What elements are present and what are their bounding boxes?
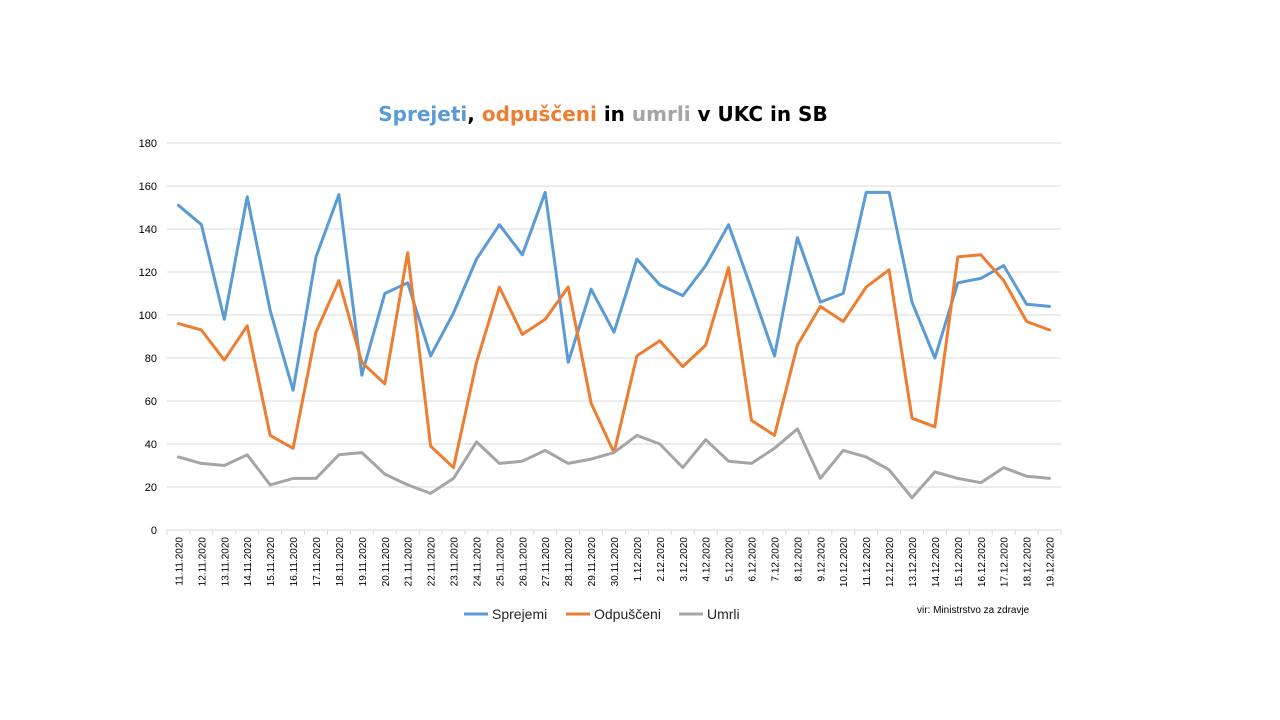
legend-label: Umrli <box>707 606 740 622</box>
x-tick-label: 10.12.2020 <box>839 537 850 587</box>
x-tick-label: 11.11.2020 <box>174 537 185 586</box>
y-axis: 0 20 40 60 80 100 120 140 160 180 <box>139 138 157 537</box>
legend-item: Umrli <box>679 606 740 622</box>
x-tick-label: 6.12.2020 <box>748 537 759 582</box>
y-tick-label: 120 <box>139 267 157 279</box>
x-tick-label: 23.11.2020 <box>450 537 461 587</box>
y-tick-label: 180 <box>139 138 157 150</box>
series-line-sprejemi <box>177 190 1051 392</box>
x-tick-label: 27.11.2020 <box>541 537 552 587</box>
x-tick-label: 5.12.2020 <box>725 537 736 582</box>
series-lines <box>177 190 1051 500</box>
x-tick-label: 3.12.2020 <box>679 537 690 582</box>
legend-item: Sprejemi <box>464 606 547 622</box>
x-tick-label: 13.11.2020 <box>220 537 231 587</box>
title-part: odpuščeni <box>482 102 597 126</box>
y-tick-label: 160 <box>139 181 157 193</box>
source-note: vir: Ministrstvo za zdravje <box>917 605 1030 616</box>
series-line-odpu-eni <box>177 251 1051 470</box>
x-tick-label: 7.12.2020 <box>770 537 781 582</box>
legend: Sprejemi Odpuščeni Umrli <box>464 606 740 622</box>
x-tick-label: 28.11.2020 <box>564 537 575 587</box>
y-tick-label: 60 <box>145 396 157 408</box>
y-tick-label: 100 <box>139 310 157 322</box>
x-tick-label: 19.11.2020 <box>358 537 369 587</box>
chart-title: Sprejeti, odpuščeni in umrli v UKC in SB <box>378 102 827 126</box>
x-tick-label: 15.12.2020 <box>954 537 965 587</box>
x-tick-label: 9.12.2020 <box>816 537 827 582</box>
x-tick-label: 26.11.2020 <box>518 537 529 587</box>
x-tick-label: 24.11.2020 <box>472 537 483 587</box>
x-tick-label: 2.12.2020 <box>656 537 667 582</box>
x-tick-label: 12.11.2020 <box>197 537 208 587</box>
y-tick-label: 40 <box>145 439 157 451</box>
x-tick-label: 14.11.2020 <box>243 537 254 587</box>
x-tick-label: 19.12.2020 <box>1046 537 1057 587</box>
x-tick-label: 29.11.2020 <box>587 537 598 587</box>
x-tick-label: 15.11.2020 <box>266 537 277 587</box>
title-part: v UKC in SB <box>691 102 828 126</box>
x-tick-label: 25.11.2020 <box>495 537 506 587</box>
legend-label: Odpuščeni <box>594 606 661 622</box>
x-axis: 11.11.2020 12.11.2020 13.11.2020 14.11.2020… <box>166 529 1062 587</box>
title-part: Sprejeti <box>378 102 467 126</box>
x-tick-label: 16.12.2020 <box>977 537 988 587</box>
x-tick-label: 18.11.2020 <box>335 537 346 587</box>
x-tick-label: 12.12.2020 <box>885 537 896 587</box>
x-tick-label: 16.11.2020 <box>289 537 300 587</box>
gridlines <box>167 142 1061 531</box>
y-tick-label: 20 <box>145 482 157 494</box>
y-tick-label: 80 <box>145 353 157 365</box>
title-part: , <box>467 102 482 126</box>
legend-item: Odpuščeni <box>566 606 661 622</box>
y-tick-label: 0 <box>151 525 157 537</box>
x-tick-label: 22.11.2020 <box>427 537 438 587</box>
x-tick-label: 17.11.2020 <box>312 537 323 587</box>
series-line-umrli <box>177 427 1051 500</box>
x-tick-label: 21.11.2020 <box>404 537 415 587</box>
title-part: in <box>597 102 632 126</box>
x-tick-label: 14.12.2020 <box>931 537 942 587</box>
x-tick-label: 13.12.2020 <box>908 537 919 587</box>
x-tick-label: 18.12.2020 <box>1023 537 1034 587</box>
title-part: umrli <box>632 102 691 126</box>
x-tick-label: 8.12.2020 <box>793 537 804 582</box>
x-tick-label: 1.12.2020 <box>633 537 644 582</box>
x-tick-label: 11.12.2020 <box>862 537 873 587</box>
y-tick-label: 140 <box>139 224 157 236</box>
x-tick-label: 30.11.2020 <box>610 537 621 587</box>
legend-label: Sprejemi <box>492 606 547 622</box>
x-tick-label: 20.11.2020 <box>381 537 392 587</box>
x-tick-label: 4.12.2020 <box>702 537 713 582</box>
x-tick-label: 17.12.2020 <box>1000 537 1011 587</box>
